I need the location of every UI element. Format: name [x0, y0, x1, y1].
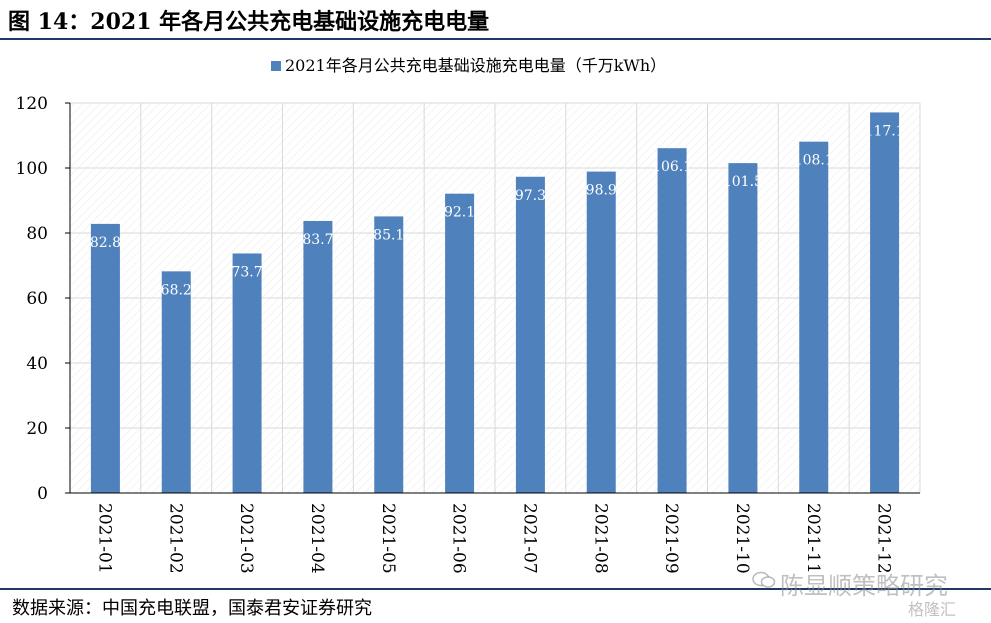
x-tick-label: 2021-11	[803, 503, 823, 574]
data-label: 97.3	[515, 188, 546, 204]
watermark-logo: 格隆汇	[908, 600, 957, 619]
x-tick-label: 2021-02	[165, 503, 185, 574]
y-tick-label: 0	[37, 484, 48, 504]
bar	[232, 253, 262, 493]
bar	[161, 271, 191, 493]
figure-title: 图 14：2021 年各月公共充电基础设施充电电量	[8, 9, 490, 35]
data-label: 92.1	[444, 205, 475, 221]
x-tick-label: 2021-07	[519, 503, 539, 574]
data-label: 85.1	[373, 227, 404, 243]
title-rule	[0, 38, 991, 40]
wechat-icon	[752, 571, 776, 588]
data-label: 108.1	[794, 153, 834, 169]
y-tick-label: 80	[26, 224, 48, 244]
bar	[728, 163, 758, 493]
x-tick-label: 2021-06	[449, 503, 469, 574]
bar	[445, 193, 475, 494]
data-label: 106.1	[652, 159, 692, 175]
x-tick-label: 2021-08	[590, 503, 610, 574]
bar	[374, 216, 404, 494]
y-tick-label: 120	[16, 94, 48, 114]
y-tick-label: 20	[26, 419, 48, 439]
data-label: 98.9	[586, 183, 617, 199]
bar-chart: 82.8 68.2 73.7 83.7 85.1 92.1 97.3 98.9 106.1 101…	[16, 56, 921, 574]
legend-swatch	[271, 61, 281, 71]
footer-rule	[0, 588, 991, 590]
bar	[870, 112, 900, 494]
x-tick-label: 2021-12	[874, 503, 894, 574]
y-tick-label: 40	[26, 354, 48, 374]
y-tick-label: 60	[26, 289, 48, 309]
bar	[586, 171, 616, 493]
data-label: 83.7	[302, 232, 333, 248]
data-label: 82.8	[90, 235, 121, 251]
x-tick-label: 2021-10	[732, 503, 752, 574]
legend-label: 2021年各月公共充电基础设施充电电量（千万kWh）	[285, 56, 666, 75]
data-label: 101.5	[723, 174, 763, 190]
data-label: 117.1	[865, 123, 905, 139]
source-note: 数据来源：中国充电联盟，国泰君安证券研究	[12, 598, 372, 619]
x-tick-label: 2021-09	[661, 503, 681, 574]
y-tick-label: 100	[16, 159, 48, 179]
x-tick-label: 2021-05	[378, 503, 398, 574]
bar	[657, 148, 687, 494]
x-tick-label: 2021-04	[307, 503, 327, 574]
data-label: 73.7	[231, 264, 262, 280]
x-tick-label: 2021-03	[236, 503, 256, 574]
bar	[303, 220, 333, 493]
bar	[90, 223, 120, 493]
bar	[515, 176, 545, 493]
data-label: 68.2	[161, 282, 192, 298]
watermark: 陈显顺策略研究	[780, 572, 948, 600]
bar	[799, 141, 829, 494]
x-tick-label: 2021-01	[94, 503, 114, 574]
